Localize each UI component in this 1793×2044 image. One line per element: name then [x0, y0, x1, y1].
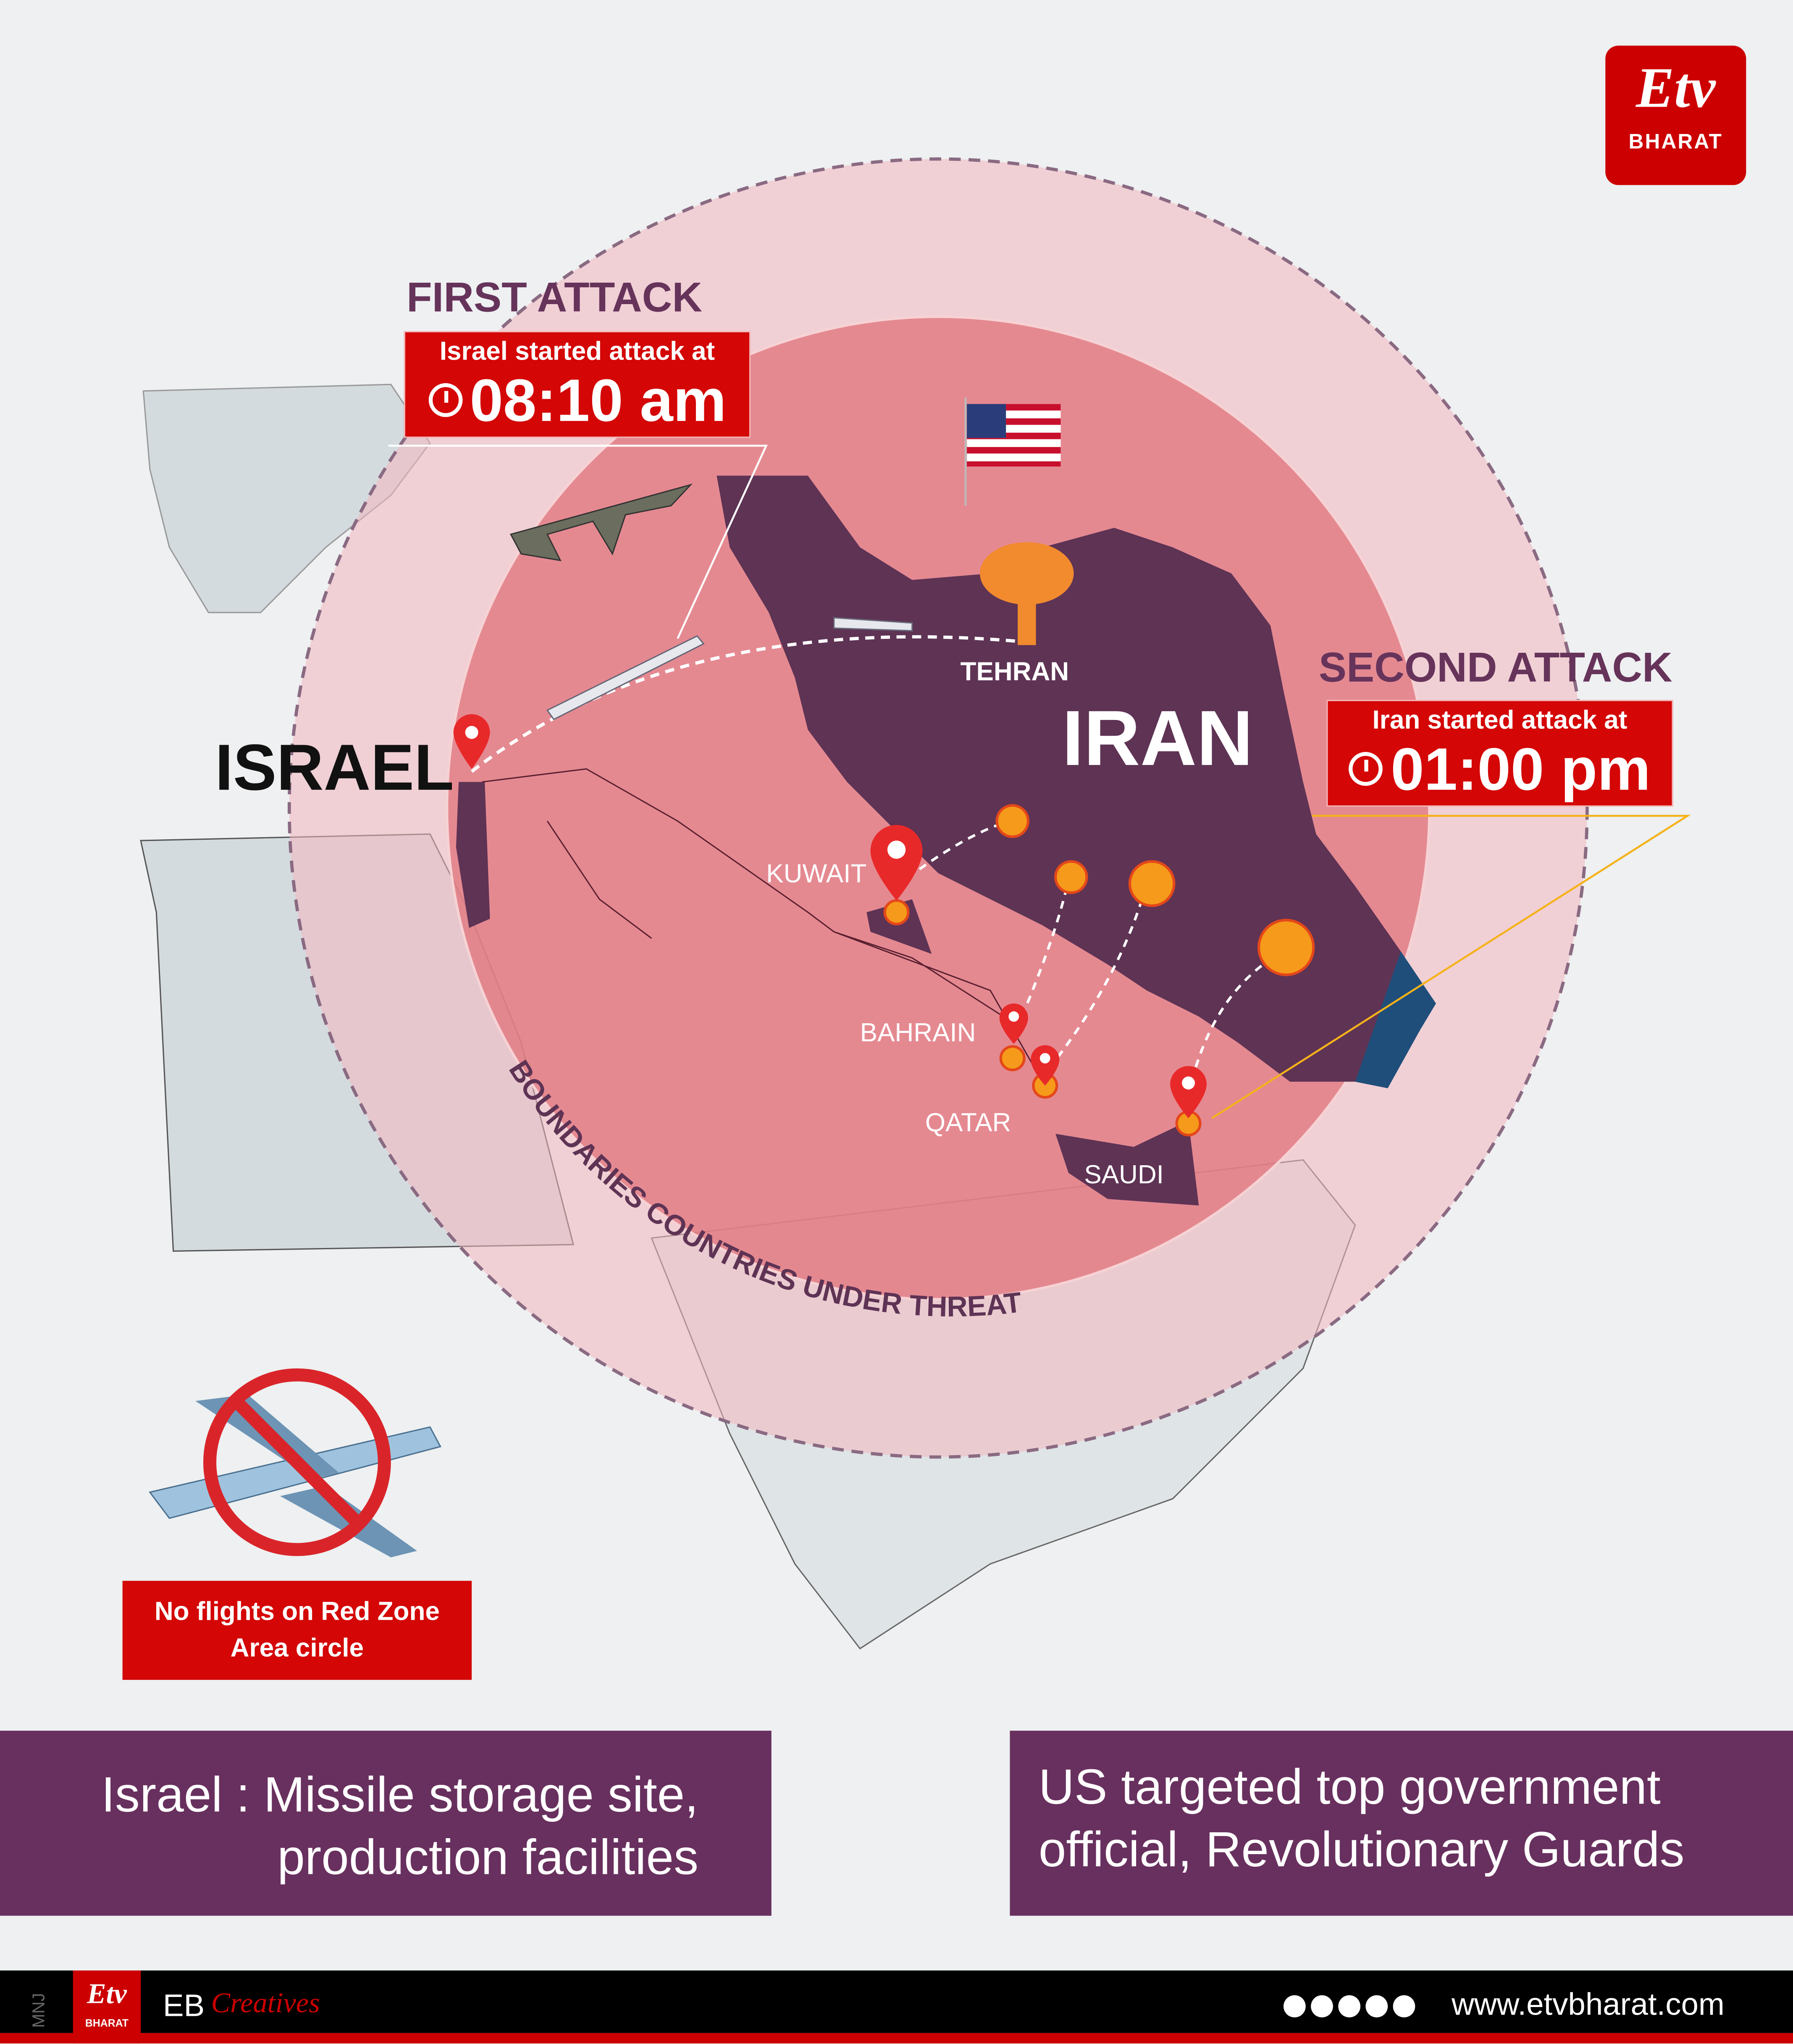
no-flights-box: No flights on Red Zone Area circle	[122, 1581, 472, 1680]
footer-etv-logo: Etv BHARAT	[73, 1970, 141, 2044]
website-link[interactable]: www.etvbharat.com	[1452, 1987, 1725, 2023]
location-pin-icon	[999, 1003, 1028, 1044]
missile-icon	[833, 617, 913, 632]
social-icons	[1283, 1995, 1415, 2018]
footer-initials: MNJ	[29, 1993, 48, 2028]
label-israel: ISRAEL	[215, 731, 454, 804]
us-targets-box: US targeted top government official, Rev…	[1010, 1731, 1793, 1916]
israel-targets-line2: production facilities	[277, 1831, 698, 1886]
footer-eb: EB	[163, 1989, 205, 2024]
label-kuwait: KUWAIT	[766, 860, 867, 889]
clock-icon	[428, 383, 462, 417]
label-saudi: SAUDI	[1084, 1161, 1164, 1190]
label-qatar: QATAR	[925, 1109, 1011, 1138]
fighter-jet-icon	[509, 483, 693, 562]
second-attack-heading: SECOND ATTACK	[1318, 644, 1672, 691]
no-flights-icon	[149, 1368, 441, 1558]
pakistan-edge	[1355, 951, 1436, 1088]
explosion-icon	[883, 804, 1315, 1137]
us-targets-line2: official, Revolutionary Guards	[1038, 1823, 1685, 1878]
uae-territory	[1055, 1121, 1199, 1206]
no-flights-line1: No flights on Red Zone	[154, 1597, 440, 1626]
second-attack-connector	[1211, 814, 1691, 1119]
us-targets-line1: US targeted top government	[1038, 1760, 1661, 1815]
missile-icon	[546, 635, 705, 720]
facebook-icon[interactable]	[1283, 1995, 1306, 2018]
logo-text: BHARAT	[1628, 131, 1723, 154]
youtube-icon[interactable]	[1365, 1995, 1388, 2018]
israel-targets-line1: Israel : Missile storage site,	[101, 1768, 698, 1823]
clock-icon	[1349, 752, 1383, 786]
footer-creatives: Creatives	[211, 1986, 320, 2019]
etv-bharat-logo: Etv BHARAT	[1605, 45, 1746, 185]
whatsapp-icon[interactable]	[1393, 1995, 1415, 2018]
label-iran: IRAN	[1062, 694, 1253, 782]
location-pin-icon	[1031, 1045, 1060, 1086]
location-pin-icon	[870, 825, 923, 901]
first-attack-box: Israel started attack at 08:10 am	[404, 331, 751, 438]
label-tehran: TEHRAN	[960, 658, 1069, 687]
footer: MNJ Etv BHARAT EB Creatives www.etvbhara…	[0, 1970, 1793, 2044]
first-attack-subtitle: Israel started attack at	[439, 337, 715, 366]
first-attack-time: 08:10 am	[470, 366, 727, 434]
missile-trajectory	[470, 635, 1017, 773]
first-attack-connector	[388, 444, 768, 639]
no-flights-line2: Area circle	[230, 1634, 364, 1663]
label-bahrain: BAHRAIN	[860, 1019, 976, 1048]
x-icon[interactable]	[1311, 1995, 1333, 2018]
border-lines	[482, 768, 1043, 1082]
location-pin-icon	[1170, 1066, 1207, 1118]
footer-red-strip	[0, 2033, 1793, 2044]
israel-territory	[456, 782, 490, 928]
second-attack-time: 01:00 pm	[1391, 735, 1651, 803]
second-attack-subtitle: Iran started attack at	[1372, 706, 1628, 735]
location-pin-icon	[453, 714, 490, 769]
footer-logo-text: BHARAT	[85, 2017, 129, 2029]
us-flag-icon	[964, 397, 1061, 506]
second-attack-box: Iran started attack at 01:00 pm	[1326, 700, 1673, 807]
first-attack-heading: FIRST ATTACK	[406, 273, 703, 321]
israel-targets-box: Israel : Missile storage site, productio…	[0, 1731, 772, 1916]
kuwait-territory	[866, 899, 932, 954]
counter-attack-paths	[895, 820, 1284, 1095]
mushroom-cloud-icon	[980, 542, 1074, 645]
instagram-icon[interactable]	[1338, 1995, 1361, 2018]
